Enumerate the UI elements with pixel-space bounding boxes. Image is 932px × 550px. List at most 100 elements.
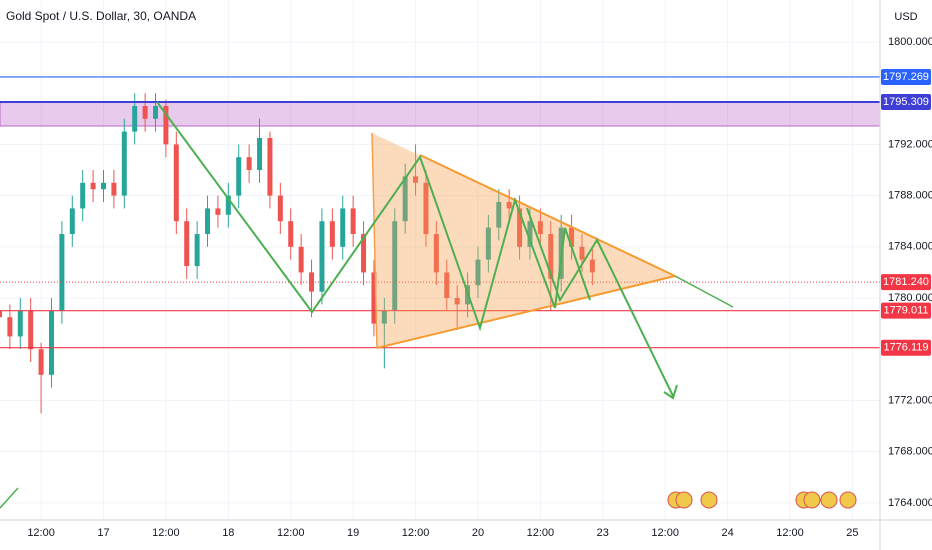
candle-body bbox=[277, 195, 283, 222]
candle-body bbox=[579, 246, 585, 260]
resistance-zone bbox=[0, 101, 881, 127]
candle-body bbox=[205, 208, 211, 235]
y-tick-label: 1772.000 bbox=[888, 394, 932, 406]
y-tick-label: 1800.000 bbox=[888, 36, 932, 48]
candle-body bbox=[361, 234, 367, 273]
candle-body bbox=[423, 182, 429, 235]
candle-body bbox=[371, 272, 377, 324]
chart-title: Gold Spot / U.S. Dollar, 30, OANDA bbox=[6, 9, 196, 23]
candle-body bbox=[433, 234, 439, 273]
candle-body bbox=[132, 105, 138, 132]
candle-body bbox=[402, 176, 408, 222]
trend-line bbox=[0, 487, 19, 509]
candle-body bbox=[444, 272, 450, 299]
candle-body bbox=[153, 105, 159, 119]
x-tick-label: 17 bbox=[97, 527, 109, 539]
candle-body bbox=[246, 157, 252, 171]
price-label: 1795.309 bbox=[883, 96, 929, 108]
zigzag bbox=[526, 207, 674, 397]
price-label: 1776.119 bbox=[883, 342, 928, 354]
candle-body bbox=[48, 310, 54, 375]
candle-body bbox=[236, 157, 242, 196]
trend-extension bbox=[674, 275, 734, 308]
candle-body bbox=[28, 310, 34, 350]
candle-body bbox=[413, 176, 419, 183]
candle-body bbox=[184, 221, 190, 267]
price-label-box bbox=[881, 68, 931, 85]
price-label-box bbox=[881, 94, 931, 111]
candle-body bbox=[111, 182, 117, 196]
y-tick-label: 1784.000 bbox=[888, 241, 932, 253]
candle-body bbox=[548, 234, 554, 279]
event-icons bbox=[667, 491, 857, 509]
candle-body bbox=[298, 246, 304, 273]
pattern-edge bbox=[376, 275, 676, 349]
x-tick-label: 24 bbox=[721, 527, 733, 539]
candle-body bbox=[80, 182, 86, 209]
y-tick-label: 1788.000 bbox=[888, 190, 932, 202]
candle-body bbox=[142, 105, 148, 119]
candle-body bbox=[90, 182, 96, 190]
pattern-edge bbox=[371, 132, 378, 349]
candle-body bbox=[506, 202, 512, 209]
pattern-edge bbox=[419, 154, 676, 277]
candle-body bbox=[267, 138, 273, 196]
x-tick-label: 12:00 bbox=[277, 527, 305, 539]
x-tick-label: 19 bbox=[347, 527, 359, 539]
x-tick-label: 20 bbox=[472, 527, 484, 539]
candle-body bbox=[257, 138, 263, 171]
price-label-box bbox=[881, 274, 931, 291]
candle-body bbox=[69, 208, 75, 235]
x-tick-label: 23 bbox=[597, 527, 609, 539]
candle-body bbox=[288, 221, 294, 247]
candle-body bbox=[454, 298, 460, 305]
x-tick-label: 12:00 bbox=[776, 527, 804, 539]
price-label: 1797.269 bbox=[883, 71, 929, 83]
candle-body bbox=[7, 317, 13, 337]
y-tick-label: 1768.000 bbox=[888, 446, 932, 458]
currency: USD bbox=[894, 11, 917, 23]
candle-body bbox=[194, 234, 200, 267]
candle-body bbox=[517, 208, 523, 247]
drawings bbox=[0, 101, 857, 509]
candle-body bbox=[59, 234, 65, 311]
candle-body bbox=[0, 310, 2, 318]
candle-body bbox=[527, 221, 533, 247]
candle-body bbox=[350, 208, 356, 235]
candle-body bbox=[485, 227, 491, 260]
candle-body bbox=[319, 221, 325, 292]
x-tick-label: 12:00 bbox=[402, 527, 430, 539]
price-label: 1781.240 bbox=[883, 276, 929, 288]
candle-body bbox=[340, 208, 346, 247]
x-tick-label: 12:00 bbox=[651, 527, 679, 539]
candle-body bbox=[100, 182, 106, 190]
x-tick-label: 12:00 bbox=[152, 527, 180, 539]
x-tick-label: 12:00 bbox=[527, 527, 555, 539]
x-tick-label: 25 bbox=[846, 527, 858, 539]
candle-body bbox=[496, 202, 502, 228]
candle-body bbox=[38, 349, 44, 375]
candle-body bbox=[309, 272, 315, 292]
candle-body bbox=[173, 144, 179, 222]
candle-body bbox=[17, 310, 23, 337]
candle-body bbox=[569, 227, 575, 247]
zigzag bbox=[156, 101, 591, 332]
price-label-box bbox=[881, 339, 931, 356]
candle-body bbox=[392, 221, 398, 311]
plot-area bbox=[0, 0, 881, 520]
candle-body bbox=[475, 259, 481, 286]
x-tick-label: 12:00 bbox=[27, 527, 55, 539]
candle-body bbox=[537, 221, 543, 235]
price-label-box bbox=[881, 302, 931, 319]
y-tick-label: 1792.000 bbox=[888, 138, 932, 150]
candle-body bbox=[589, 259, 595, 273]
y-tick-label: 1780.000 bbox=[888, 292, 932, 304]
y-tick-label: 1764.000 bbox=[888, 497, 932, 509]
price-label: 1779.011 bbox=[883, 305, 928, 317]
x-tick-label: 18 bbox=[222, 527, 234, 539]
candle-body bbox=[329, 221, 335, 247]
candle-body bbox=[381, 310, 387, 324]
candle-body bbox=[225, 195, 231, 215]
candle-body bbox=[163, 105, 169, 145]
